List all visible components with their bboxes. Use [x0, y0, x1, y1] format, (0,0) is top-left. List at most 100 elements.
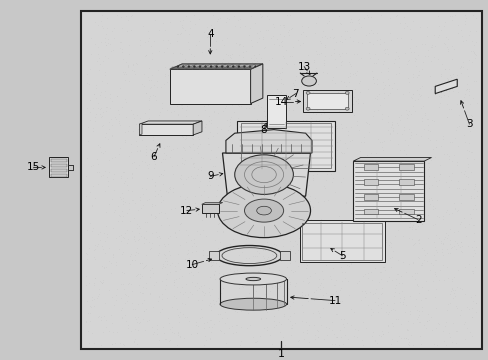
Point	[160, 241, 167, 247]
Point	[272, 86, 280, 92]
Point	[463, 174, 470, 180]
Point	[86, 189, 94, 195]
Point	[390, 307, 398, 312]
Point	[306, 83, 314, 89]
Point	[339, 321, 346, 327]
Point	[264, 179, 271, 184]
Point	[119, 281, 127, 287]
Point	[422, 318, 430, 324]
Point	[346, 222, 354, 228]
Point	[149, 331, 157, 337]
Point	[180, 162, 188, 167]
Point	[417, 308, 425, 314]
Point	[393, 141, 401, 147]
Point	[270, 324, 278, 330]
Point	[305, 253, 312, 259]
Point	[372, 236, 380, 242]
Point	[284, 286, 292, 292]
Point	[323, 20, 330, 26]
Point	[414, 255, 422, 261]
Point	[258, 244, 265, 249]
Point	[177, 126, 185, 131]
Point	[142, 128, 149, 134]
Point	[237, 223, 245, 229]
Point	[314, 253, 322, 259]
Point	[348, 101, 356, 107]
Point	[195, 315, 203, 320]
Point	[266, 195, 274, 201]
Point	[229, 303, 237, 309]
Point	[100, 277, 107, 283]
Point	[208, 163, 216, 169]
Point	[139, 202, 147, 208]
Point	[380, 267, 388, 273]
Point	[147, 265, 155, 270]
Point	[452, 162, 460, 168]
Point	[88, 126, 96, 131]
Point	[405, 27, 413, 32]
Point	[184, 46, 192, 52]
Point	[358, 252, 366, 258]
Point	[445, 330, 452, 336]
Point	[404, 261, 412, 267]
Point	[263, 189, 270, 194]
Point	[168, 171, 176, 177]
Point	[298, 117, 306, 123]
Point	[320, 92, 328, 98]
Point	[222, 117, 230, 123]
Point	[264, 265, 272, 271]
Point	[274, 152, 282, 158]
Ellipse shape	[220, 273, 286, 285]
Point	[284, 29, 291, 35]
Point	[130, 233, 138, 238]
Point	[252, 194, 260, 200]
Point	[255, 267, 263, 273]
Point	[423, 235, 431, 241]
Point	[428, 206, 436, 212]
Point	[437, 71, 445, 77]
Point	[342, 125, 349, 130]
Point	[259, 253, 266, 259]
Point	[296, 83, 304, 89]
Point	[116, 40, 124, 45]
Point	[352, 122, 360, 128]
Point	[251, 226, 259, 232]
Point	[339, 95, 347, 100]
Point	[130, 115, 138, 121]
Point	[292, 209, 300, 215]
Point	[290, 77, 298, 83]
Point	[206, 292, 214, 298]
Point	[285, 107, 293, 113]
Point	[431, 137, 439, 143]
Point	[464, 73, 471, 78]
Point	[92, 112, 100, 117]
Point	[306, 116, 314, 121]
Point	[291, 181, 299, 186]
Point	[173, 103, 181, 109]
Point	[225, 139, 233, 144]
Point	[471, 309, 479, 315]
Point	[202, 337, 209, 343]
Point	[125, 123, 133, 129]
Point	[376, 269, 384, 274]
Point	[438, 241, 446, 247]
Point	[233, 115, 241, 121]
Point	[241, 23, 249, 29]
Point	[372, 37, 380, 43]
Point	[264, 126, 272, 131]
Point	[345, 139, 353, 144]
Point	[399, 25, 407, 31]
Point	[373, 159, 381, 165]
Point	[387, 254, 395, 260]
Point	[102, 104, 110, 110]
Point	[82, 249, 90, 255]
Point	[390, 289, 398, 295]
Point	[468, 125, 476, 130]
Point	[302, 240, 309, 246]
Point	[387, 320, 395, 326]
Point	[394, 55, 402, 61]
Point	[442, 209, 449, 215]
Point	[128, 301, 136, 306]
Point	[360, 288, 368, 294]
Point	[198, 289, 205, 294]
